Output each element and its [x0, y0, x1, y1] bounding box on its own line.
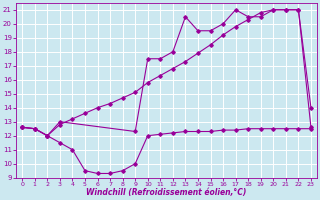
X-axis label: Windchill (Refroidissement éolien,°C): Windchill (Refroidissement éolien,°C)	[86, 188, 247, 197]
